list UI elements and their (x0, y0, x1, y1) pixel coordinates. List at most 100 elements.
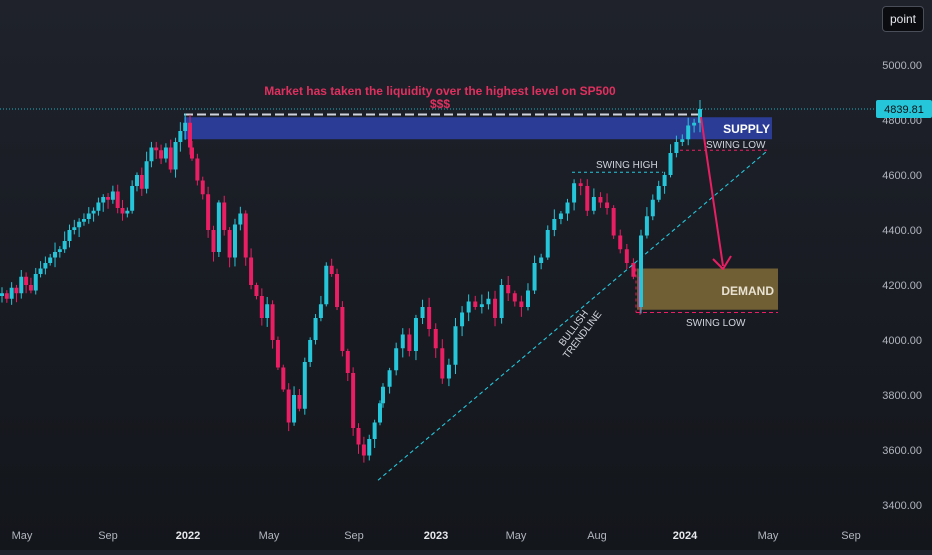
candle-body (0, 293, 4, 296)
candle-body (387, 370, 392, 387)
candle-body (195, 158, 200, 181)
candle-body (81, 219, 86, 222)
time-axis-label: Aug (587, 530, 607, 542)
candle-body (407, 334, 412, 351)
candle-body (168, 147, 173, 170)
candle-body (67, 230, 72, 241)
price-tick-label: 3600.00 (882, 445, 922, 457)
projection-arrow (700, 116, 724, 267)
candle-body (286, 389, 291, 423)
time-axis-label: May (12, 530, 33, 542)
candle-body (238, 213, 243, 225)
candle-body (532, 263, 537, 291)
candle-body (110, 191, 115, 200)
candle-body (460, 312, 465, 327)
candle-body (356, 428, 361, 445)
time-axis-label: 2024 (673, 530, 698, 542)
candle-body (598, 197, 603, 203)
candle-body (506, 285, 511, 294)
candle-body (674, 142, 679, 153)
candle-body (211, 230, 216, 252)
candle-body (130, 186, 135, 211)
candle-body (318, 304, 323, 318)
candle-body (115, 191, 120, 208)
last-price-label: 4839.81 (884, 104, 924, 116)
candle-body (14, 287, 19, 294)
candle-body (525, 290, 530, 307)
candle-body (585, 186, 590, 211)
candle-body (222, 202, 227, 230)
time-axis-label: 2022 (176, 530, 200, 542)
candle-body (159, 150, 164, 159)
candle-body (4, 293, 9, 299)
candle-body (24, 276, 29, 285)
supply-zone (184, 117, 772, 140)
candle-body (656, 186, 661, 200)
candle-body (106, 197, 111, 200)
unit-button[interactable]: point (882, 6, 924, 32)
bullish-trendline (377, 149, 769, 481)
candle-body (351, 373, 356, 428)
candle-body (190, 147, 194, 159)
price-tick-label: 3400.00 (882, 500, 922, 512)
candle-body (163, 147, 168, 159)
candle-body (479, 304, 484, 307)
candle-body (149, 147, 154, 162)
last-price-badge (876, 100, 932, 119)
candle-body (270, 304, 275, 340)
time-axis-label: May (506, 530, 527, 542)
demand-zone (637, 268, 778, 310)
time-axis-label: May (758, 530, 779, 542)
candle-body (378, 403, 382, 423)
candle-body (427, 307, 432, 329)
candle-body (335, 274, 340, 307)
candle-body (275, 340, 280, 368)
candle-body (178, 131, 183, 142)
time-axis-label: 2023 (424, 530, 448, 542)
candle-body (433, 329, 438, 349)
candle-body (265, 304, 270, 318)
candle-body (188, 122, 192, 148)
candle-body (324, 265, 329, 305)
candle-body (134, 175, 139, 186)
candle-body (216, 202, 221, 252)
candle-body (259, 296, 264, 318)
candle-body (292, 395, 297, 423)
candle-body (591, 197, 596, 211)
candle-body (28, 285, 33, 291)
candle-body (144, 161, 149, 189)
candle-body (400, 334, 405, 349)
supply-label: SUPPLY (723, 122, 770, 136)
price-tick-label: 4000.00 (882, 335, 922, 347)
projection-arrow-head (712, 255, 732, 270)
candle-body (453, 326, 458, 365)
candle-body (139, 175, 144, 189)
candle-body (249, 257, 254, 285)
candle-body (618, 235, 623, 250)
candle-body (493, 298, 498, 318)
candle-body (62, 241, 67, 250)
candle-body (639, 235, 643, 307)
candle-body (19, 276, 24, 294)
candle-body (154, 147, 159, 151)
swing-low-top-label: SWING LOW (706, 140, 766, 151)
candle-body (254, 285, 259, 296)
time-axis-label: May (259, 530, 280, 542)
candle-body (486, 298, 491, 305)
price-tick-label: 3800.00 (882, 390, 922, 402)
candle-body (72, 227, 77, 230)
candle-body (91, 210, 96, 214)
candle-body (446, 364, 451, 379)
candle-body (686, 125, 691, 140)
candle-body (302, 362, 307, 409)
candle-body (565, 202, 570, 214)
candle-body (345, 351, 350, 373)
candle-body (120, 208, 125, 214)
candle-body (394, 348, 399, 371)
candle-body (558, 213, 563, 219)
candle-body (624, 249, 629, 263)
price-tick-label: 4600.00 (882, 170, 922, 182)
candle-body (96, 202, 101, 211)
